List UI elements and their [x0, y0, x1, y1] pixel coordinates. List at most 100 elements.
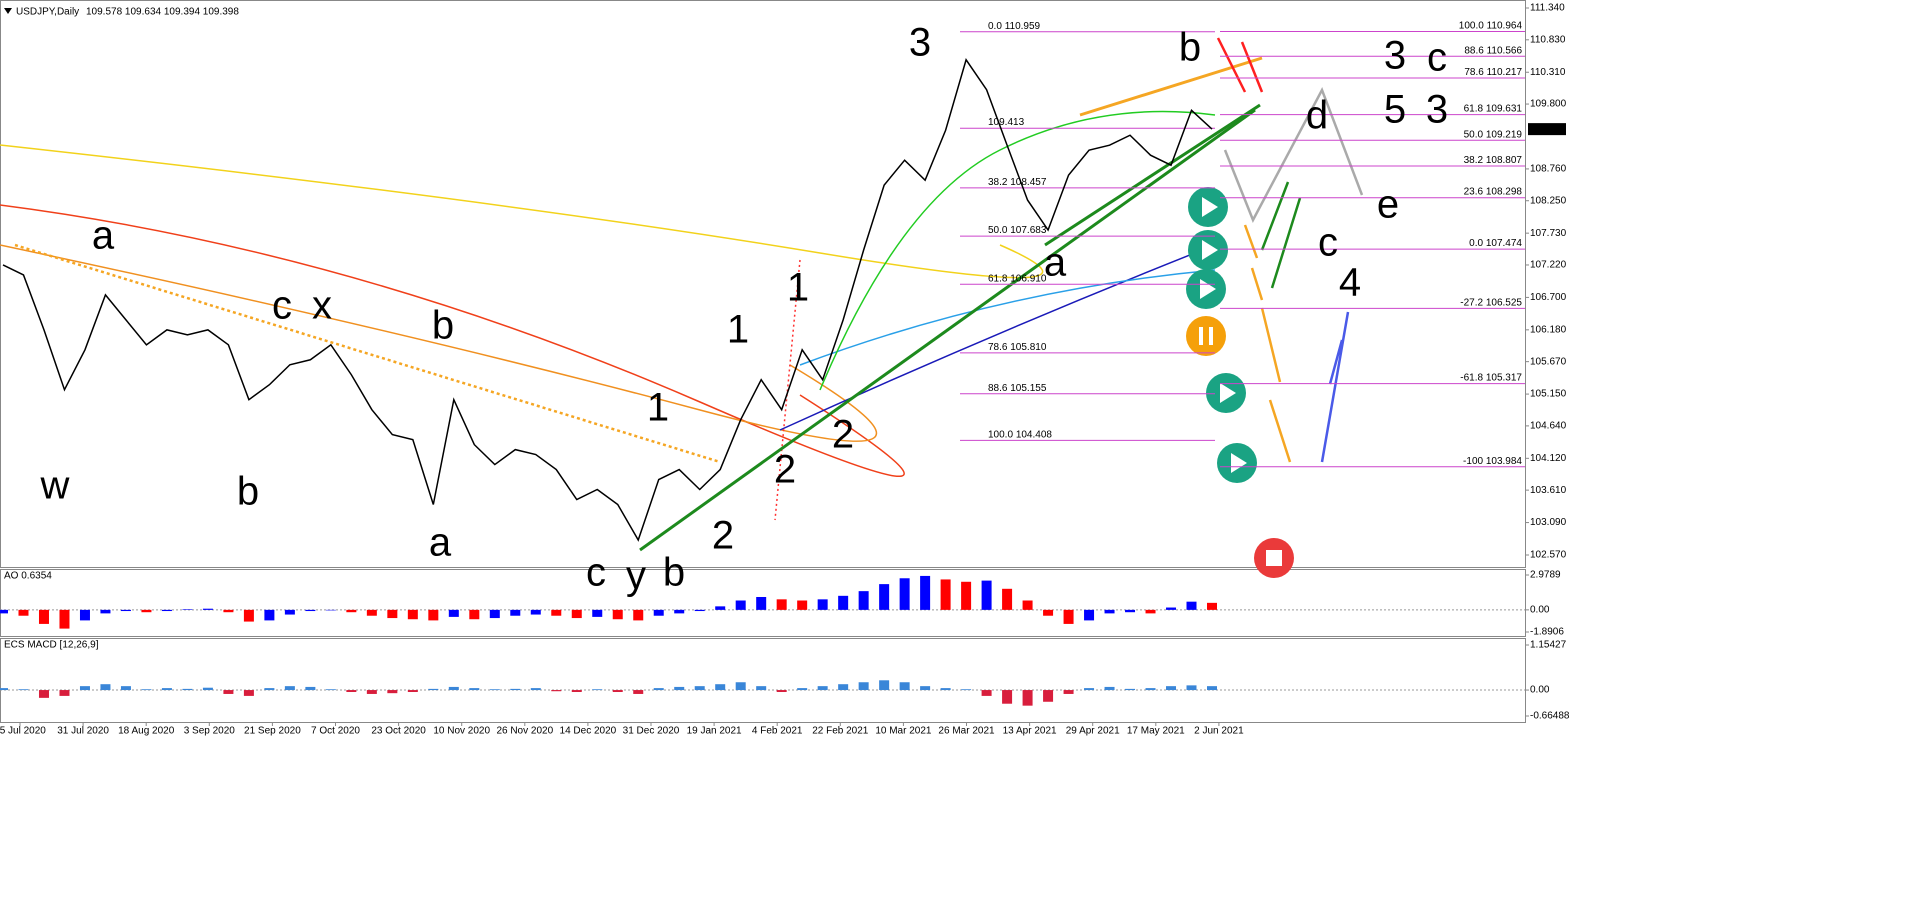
histogram-bar [510, 688, 521, 691]
fib-label: -61.8 105.317 [1460, 372, 1522, 383]
fib-level: 61.8 [1464, 103, 1484, 114]
histogram-bar [1084, 609, 1095, 621]
wave-label: 2 [832, 413, 854, 457]
histogram-bar [940, 688, 951, 691]
histogram-bar [735, 682, 746, 691]
indicators [0, 56, 1263, 552]
histogram-bar [961, 689, 972, 691]
fib-price: 106.910 [1010, 273, 1047, 284]
wave-label: c [1427, 36, 1447, 80]
fib-level: 50.0 [988, 225, 1008, 236]
histogram-bar [448, 686, 459, 691]
wave-label: 1 [787, 266, 809, 310]
fib-label: 38.2 108.457 [988, 176, 1047, 187]
wave-label: a [92, 214, 115, 258]
x-tick-label: 4 Feb 2021 [752, 726, 803, 737]
fib-price: 107.474 [1486, 238, 1523, 249]
histogram-bar [469, 688, 480, 691]
price-box [1528, 123, 1566, 136]
histogram-bar [38, 690, 49, 698]
histogram-bar [1166, 607, 1177, 610]
histogram-bar [0, 609, 8, 614]
fib-level: -100 [1463, 455, 1483, 466]
histogram-bar [1125, 688, 1136, 691]
fib-level: 38.2 [988, 176, 1008, 187]
histogram-bar [674, 609, 685, 614]
histogram-bar [1207, 602, 1217, 610]
fib-level: 23.6 [1464, 186, 1484, 197]
wave-label: 2 [712, 514, 734, 558]
wave-label: y [626, 554, 646, 598]
fib-level: 38.2 [1464, 155, 1484, 166]
x-tick-label: 31 Dec 2020 [623, 726, 680, 737]
x-tick-label: 23 Oct 2020 [371, 726, 426, 737]
wave-label: x [312, 284, 332, 328]
x-tick-label: 29 Apr 2021 [1066, 726, 1120, 737]
y-tick-label: 105.670 [1530, 356, 1567, 367]
fib-level: -27.2 [1460, 297, 1483, 308]
histogram-bar [797, 688, 808, 691]
histogram-bar [858, 682, 869, 691]
fib-label: -27.2 106.525 [1460, 297, 1522, 308]
histogram-bar [1043, 609, 1054, 616]
histogram-bar [817, 599, 828, 610]
y-tick-label: 106.700 [1530, 292, 1567, 303]
wave-label: c [272, 284, 292, 328]
histogram-bar [141, 689, 152, 691]
fib-price: 110.217 [1487, 67, 1523, 78]
histogram-bar [141, 609, 152, 613]
histogram-bar [817, 686, 828, 691]
y-tick-label: 110.830 [1530, 34, 1566, 45]
histogram-bar [1166, 686, 1177, 691]
y-tick-label: 102.570 [1530, 550, 1567, 561]
histogram-bar [756, 596, 767, 610]
fib-label: -100 103.984 [1463, 455, 1522, 466]
histogram-bar [715, 684, 726, 691]
fib-label: 109.413 [988, 117, 1025, 128]
histogram-bar [428, 688, 439, 691]
histogram-bar [715, 606, 726, 610]
histogram-bar [284, 609, 295, 615]
histogram-bar [1043, 690, 1054, 702]
histogram-bar [551, 609, 562, 616]
x-tick-label: 18 Aug 2020 [118, 726, 175, 737]
histogram-bar [797, 600, 808, 610]
histogram-bar [100, 684, 111, 691]
wave-label: b [663, 551, 685, 595]
histogram-bar [1063, 609, 1074, 624]
wave-label: 3 [909, 21, 931, 65]
histogram-bar [1084, 688, 1095, 691]
histogram-bar [18, 609, 29, 616]
fib-label: 0.0 110.959 [988, 20, 1041, 31]
fib-level: 0.0 [1469, 238, 1483, 249]
y-tick-label: 107.220 [1530, 260, 1567, 271]
histogram-bar [182, 688, 193, 691]
forecast-arrows [1216, 37, 1364, 463]
frames [0, 0, 1526, 723]
histogram-bar [120, 686, 131, 691]
histogram-bar [612, 690, 623, 693]
x-tick-label: 22 Feb 2021 [812, 726, 869, 737]
histogram-bar [838, 684, 849, 691]
fib-price: 108.298 [1486, 186, 1523, 197]
wave-label: a [429, 521, 452, 565]
fib-price: 110.566 [1487, 45, 1523, 56]
histogram-bar [448, 609, 459, 617]
wave-label: 4 [1339, 261, 1361, 305]
x-tick-label: 26 Mar 2021 [938, 726, 995, 737]
fib-level: 88.6 [988, 382, 1008, 393]
fib-price: 109.631 [1486, 103, 1523, 114]
histogram-bar [161, 688, 172, 691]
histogram-bar [161, 609, 172, 612]
histogram-bar [776, 690, 787, 693]
histogram-bar [838, 595, 849, 610]
histogram-bar [325, 609, 336, 611]
fib-level: 88.6 [1464, 45, 1484, 56]
histogram-bar [407, 690, 418, 693]
histogram-bar [1104, 609, 1115, 614]
fib-price: 110.959 [1005, 20, 1041, 31]
wave-label: c [1318, 221, 1338, 265]
x-tick-label: 10 Nov 2020 [433, 726, 490, 737]
histogram-bar [592, 689, 603, 691]
histogram-bar [1125, 609, 1136, 613]
